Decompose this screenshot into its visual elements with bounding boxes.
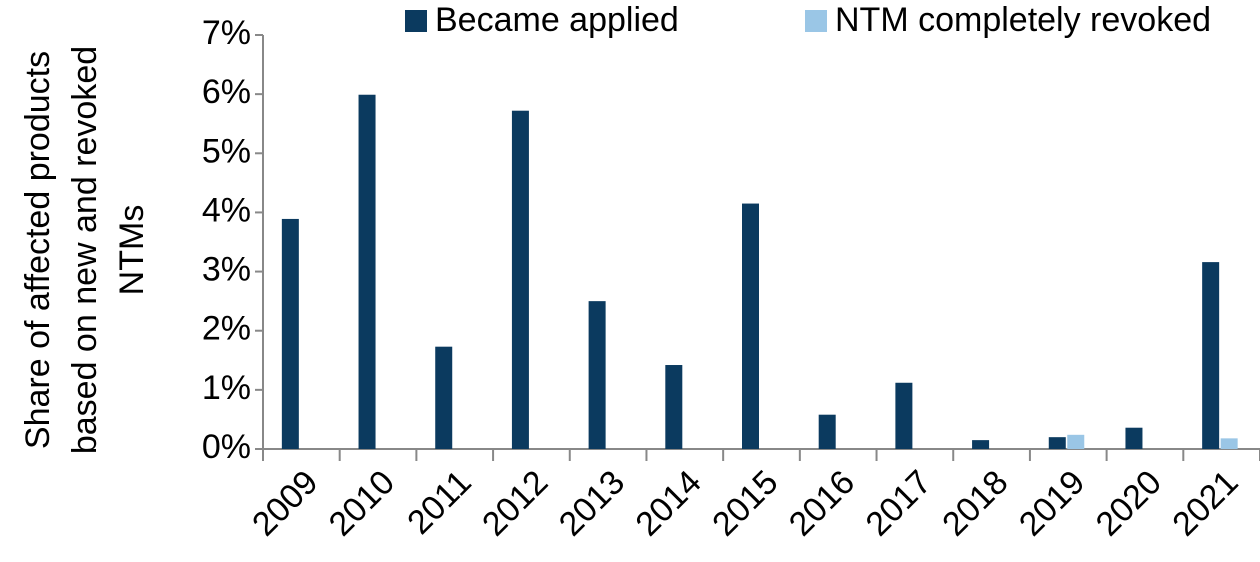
y-tick-label: 1% [202, 369, 251, 407]
legend-swatch [805, 10, 827, 32]
x-tick-label: 2012 [475, 463, 555, 543]
x-tick-label: 2017 [859, 463, 939, 543]
y-tick-label: 7% [202, 14, 251, 52]
bar [511, 110, 529, 450]
x-tick-label: 2018 [935, 463, 1015, 543]
y-axis-label: NTMs [113, 205, 151, 296]
bar [1125, 427, 1143, 449]
x-tick-label: 2019 [1012, 463, 1092, 543]
x-tick-label: 2013 [552, 463, 632, 543]
bar [281, 218, 299, 449]
y-tick-label: 3% [202, 251, 251, 289]
y-tick-label: 4% [202, 191, 251, 229]
y-axis-label: Share of affected products [19, 51, 57, 449]
x-tick-label: 2021 [1165, 463, 1245, 543]
bar [818, 414, 836, 449]
x-tick-label: 2015 [705, 463, 785, 543]
legend-swatch [405, 10, 427, 32]
bar [435, 346, 453, 449]
y-tick-label: 6% [202, 73, 251, 111]
y-tick-label: 0% [202, 428, 251, 466]
y-tick-label: 2% [202, 310, 251, 348]
y-axis-label: based on new and revoked [66, 46, 104, 454]
x-tick-label: 2009 [245, 463, 325, 543]
bar [1220, 438, 1238, 449]
y-tick-label: 5% [202, 132, 251, 170]
bar [588, 301, 606, 449]
bar [1048, 437, 1066, 449]
x-tick-label: 2014 [628, 463, 708, 543]
x-tick-label: 2011 [400, 463, 479, 542]
x-tick-label: 2020 [1089, 463, 1169, 543]
bar [895, 382, 913, 449]
bar [358, 94, 376, 449]
legend-label: NTM completely revoked [835, 1, 1211, 39]
x-tick-label: 2010 [322, 463, 402, 543]
legend-label: Became applied [435, 1, 679, 39]
bar [665, 365, 683, 449]
bar [1067, 434, 1085, 449]
x-tick-label: 2016 [782, 463, 862, 543]
bar [972, 440, 990, 449]
bar [1202, 262, 1220, 449]
bar [742, 203, 759, 449]
